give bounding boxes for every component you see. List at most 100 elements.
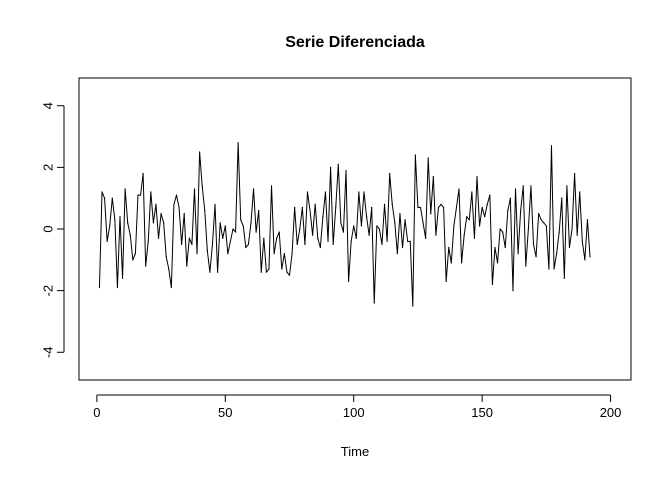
x-tick-label: 100 xyxy=(343,405,365,420)
data-point xyxy=(561,197,563,199)
data-point xyxy=(394,222,396,224)
data-point xyxy=(163,222,165,224)
data-point xyxy=(563,277,565,279)
data-point xyxy=(106,240,108,242)
data-point xyxy=(178,206,180,209)
x-tick-label: 150 xyxy=(471,405,493,420)
data-point xyxy=(345,169,347,172)
data-point xyxy=(191,243,193,246)
data-point xyxy=(211,243,214,246)
data-point xyxy=(332,243,334,246)
data-point xyxy=(145,265,147,267)
data-point xyxy=(247,243,250,246)
data-point xyxy=(342,231,345,233)
x-tick-label: 200 xyxy=(600,405,622,420)
data-point xyxy=(124,188,126,190)
y-tick-label: -4 xyxy=(41,346,56,358)
data-point xyxy=(365,216,368,218)
data-point xyxy=(581,240,583,242)
data-point xyxy=(229,240,232,242)
data-point xyxy=(425,237,427,239)
data-point xyxy=(527,228,529,230)
data-point xyxy=(309,209,311,212)
data-point xyxy=(335,206,337,209)
data-point xyxy=(499,228,501,230)
data-point xyxy=(116,286,119,289)
data-point xyxy=(566,185,568,187)
data-point xyxy=(548,268,550,270)
data-point xyxy=(242,225,244,227)
data-point xyxy=(260,271,262,273)
data-point xyxy=(186,265,188,267)
data-point xyxy=(250,222,252,224)
data-point xyxy=(407,240,409,242)
data-point xyxy=(422,222,424,224)
data-point xyxy=(291,253,293,255)
data-point xyxy=(299,228,301,230)
data-point xyxy=(540,219,542,221)
data-point xyxy=(401,246,404,249)
data-point xyxy=(322,216,324,218)
data-point xyxy=(319,246,321,249)
plot-frame xyxy=(78,77,632,381)
data-point xyxy=(409,240,411,242)
data-point xyxy=(193,188,196,190)
data-point xyxy=(245,246,247,249)
data-point xyxy=(283,253,285,255)
data-point xyxy=(378,228,380,230)
data-point xyxy=(450,262,452,264)
data-point xyxy=(576,234,578,236)
data-point xyxy=(188,237,190,239)
data-point xyxy=(520,209,522,212)
data-point xyxy=(445,280,447,282)
data-point xyxy=(404,219,406,221)
data-point xyxy=(347,280,350,282)
data-point xyxy=(509,197,511,199)
data-point xyxy=(589,256,591,258)
data-point xyxy=(538,212,540,215)
data-point xyxy=(165,256,167,258)
data-point xyxy=(396,253,398,255)
data-point xyxy=(324,191,327,193)
data-point xyxy=(263,237,265,239)
data-point xyxy=(371,206,373,209)
data-point xyxy=(155,203,157,205)
data-point xyxy=(543,222,545,224)
y-tick-label: 2 xyxy=(41,164,56,171)
data-point xyxy=(216,271,219,273)
data-point xyxy=(453,225,455,227)
data-point xyxy=(504,246,506,249)
data-point xyxy=(568,246,571,249)
data-point xyxy=(558,231,560,233)
data-point xyxy=(463,234,465,236)
data-point xyxy=(468,219,470,221)
data-point xyxy=(440,203,442,205)
data-point xyxy=(376,225,378,227)
data-point xyxy=(412,305,414,307)
data-point xyxy=(460,262,463,264)
data-point xyxy=(491,283,494,286)
data-point xyxy=(481,206,483,209)
data-point xyxy=(353,225,355,227)
data-point xyxy=(363,191,365,193)
data-point xyxy=(484,216,486,218)
data-point xyxy=(301,206,303,209)
data-point xyxy=(574,172,576,175)
data-point xyxy=(255,231,257,233)
data-point xyxy=(391,203,393,205)
data-point xyxy=(355,237,357,239)
data-point xyxy=(224,225,226,227)
data-point xyxy=(114,219,116,221)
data-point xyxy=(455,206,458,209)
data-point xyxy=(507,209,509,212)
data-point xyxy=(317,237,319,239)
data-point xyxy=(489,194,491,196)
data-point xyxy=(430,212,432,215)
data-point xyxy=(522,185,524,187)
data-point xyxy=(139,194,142,196)
data-point xyxy=(437,206,440,209)
x-tick-label: 0 xyxy=(93,405,100,420)
data-point xyxy=(556,253,558,255)
data-point xyxy=(579,191,581,193)
